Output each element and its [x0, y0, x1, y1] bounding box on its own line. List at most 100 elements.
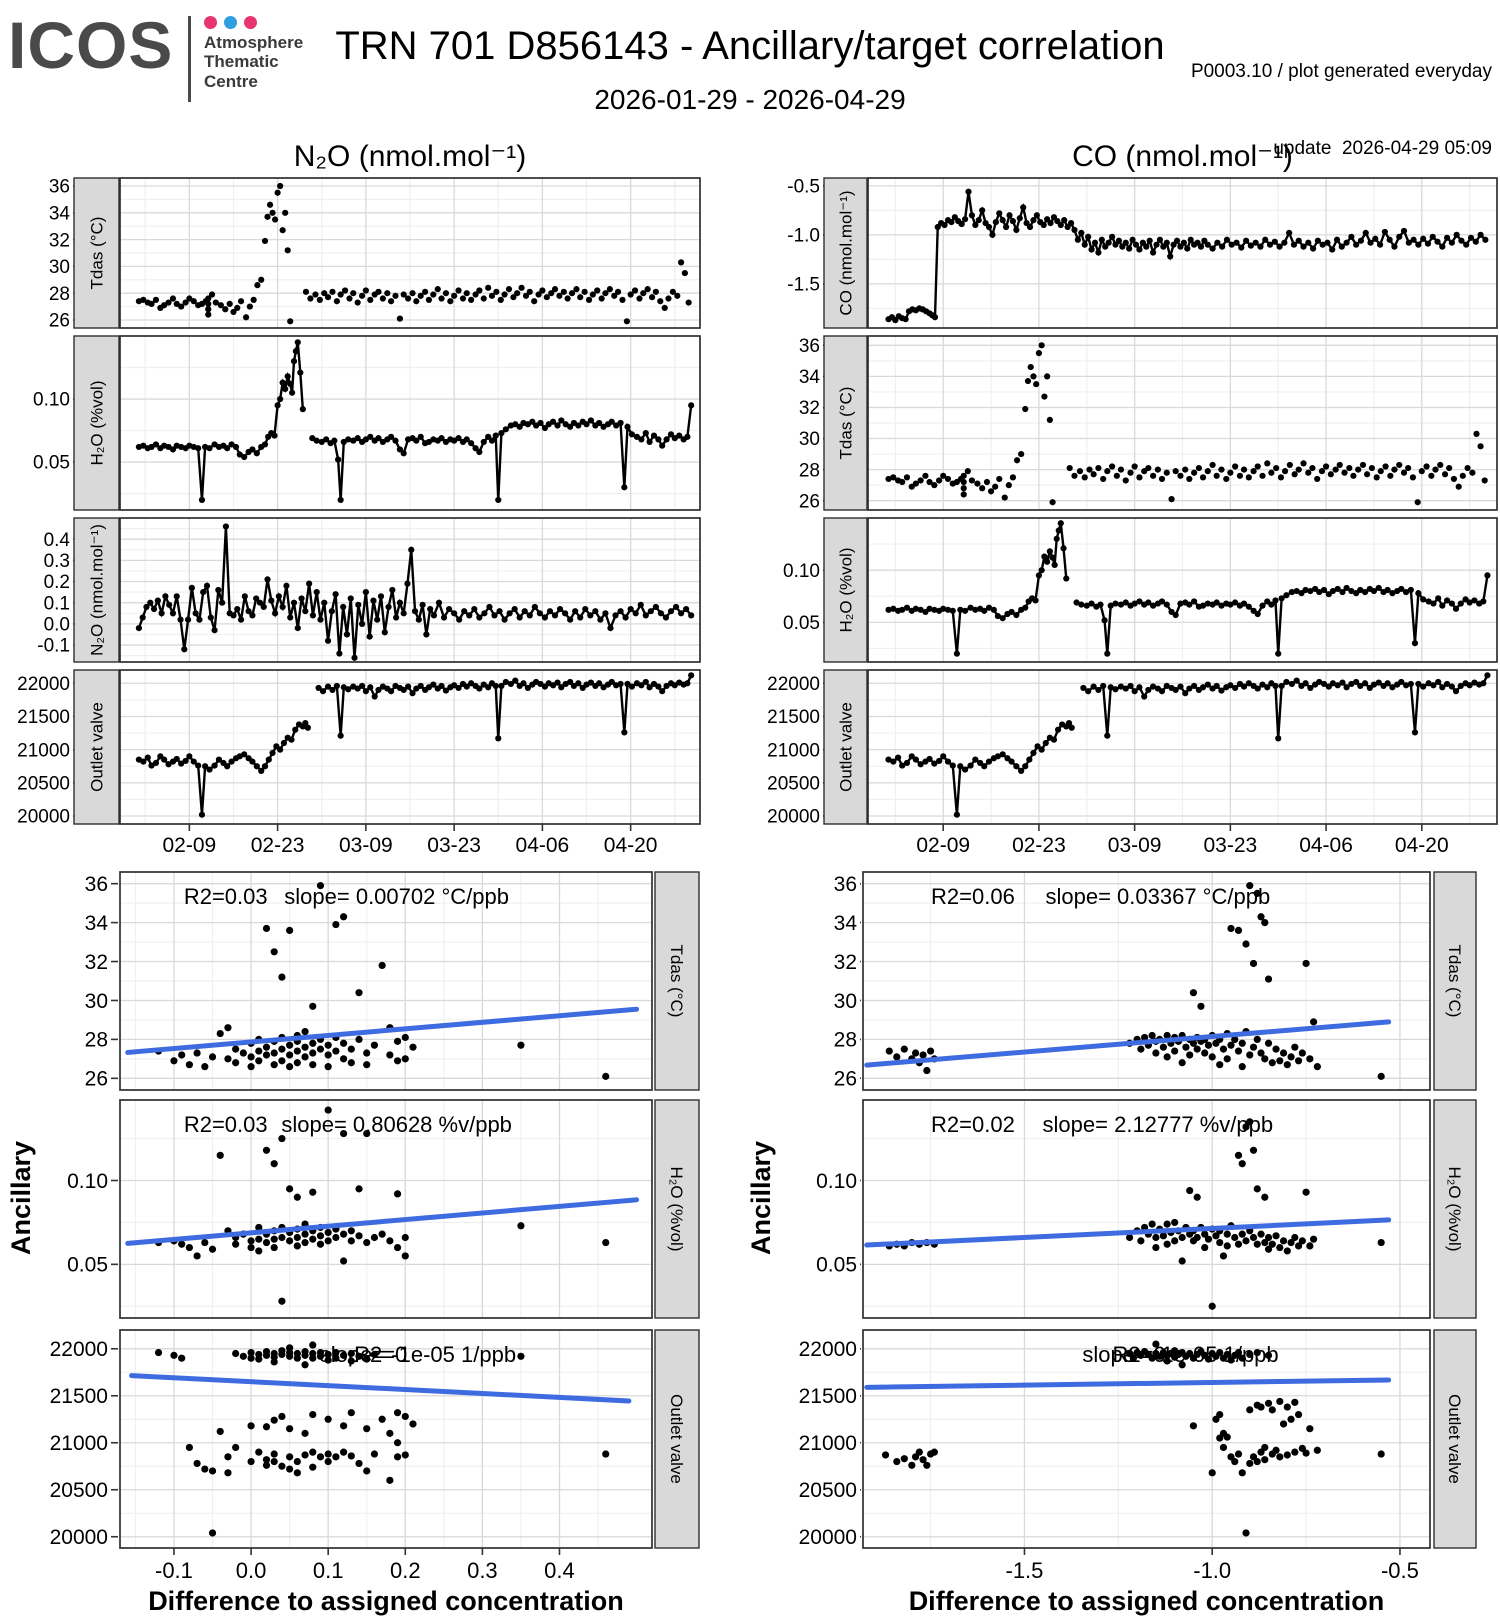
svg-text:21500: 21500: [767, 707, 820, 728]
ts-panel-tdas: 26 28 30 32 34 36 Tdas (°C): [49, 177, 701, 332]
svg-text:36: 36: [49, 177, 70, 198]
svg-text:0.0: 0.0: [44, 615, 70, 636]
svg-text:20000: 20000: [50, 1526, 108, 1549]
svg-text:04-06: 04-06: [516, 834, 570, 857]
svg-text:-0.1: -0.1: [155, 1558, 193, 1583]
logo-dot-icon: [244, 16, 257, 29]
meta-line-2: update 2026-04-29 05:09: [1273, 138, 1492, 160]
svg-text:Outlet valve: Outlet valve: [667, 1394, 686, 1484]
svg-text:Difference to assigned concent: Difference to assigned concentration: [909, 1586, 1385, 1616]
svg-text:0.1: 0.1: [313, 1558, 344, 1583]
svg-text:36: 36: [85, 873, 108, 896]
svg-text:02-09: 02-09: [162, 834, 216, 857]
svg-text:26: 26: [85, 1068, 108, 1091]
scatter-panel-1: R2=0.02 slope= 2.12777 %v/ppb 0.05 0.10 H₂O …: [816, 1099, 1477, 1319]
logo-subtext: Atmosphere Thematic Centre: [204, 33, 303, 91]
svg-text:21000: 21000: [17, 740, 70, 761]
scatter-left-chart: R2=0.03 slope= 0.00702 °C/ppb 26 28 30 32 34 36…: [0, 868, 712, 1620]
svg-text:32: 32: [834, 951, 857, 974]
svg-text:0.05: 0.05: [816, 1254, 857, 1277]
svg-text:21000: 21000: [767, 740, 820, 761]
ts-panel-tdas: 26 28 30 32 34 36 Tdas (°C): [799, 335, 1498, 512]
svg-text:R2=0.03: R2=0.03: [184, 884, 268, 909]
svg-text:N₂O (nmol.mol⁻¹): N₂O (nmol.mol⁻¹): [87, 524, 106, 656]
svg-text:0.10: 0.10: [783, 561, 820, 582]
svg-text:-1.5: -1.5: [787, 275, 820, 296]
svg-text:21500: 21500: [17, 707, 70, 728]
ts-panel-co: -1.5 -1.0 -0.5 CO (nmol.mol⁻¹): [787, 176, 1498, 329]
meta-line-1: P0003.10 / plot generated everyday: [1190, 61, 1492, 83]
svg-text:02-09: 02-09: [916, 834, 970, 857]
timeseries-column-svg: CO (nmol.mol⁻¹) -1.5 -1.0 -0.5 CO (nmol.mol⁻…: [767, 140, 1498, 857]
logo-subtext-line: Atmosphere: [204, 33, 304, 52]
svg-text:-1.0: -1.0: [787, 226, 820, 247]
svg-text:R2=0.02: R2=0.02: [931, 1112, 1015, 1137]
logo-dot-icon: [204, 16, 217, 29]
svg-text:32: 32: [49, 230, 70, 251]
scatter-panel-0: R2=0.06 slope= 0.03367 °C/ppb 26 28 30 32 34 36…: [834, 871, 1477, 1091]
ts-panel-h2o: 0.05 0.10 H₂O (%vol): [783, 517, 1498, 663]
svg-text:0.10: 0.10: [67, 1170, 108, 1193]
svg-text:22000: 22000: [767, 674, 820, 695]
svg-text:-1.5: -1.5: [1006, 1558, 1044, 1583]
ts-panel-n2o_diff: -0.10.00.10.20.30.4 N₂O (nmol.mol⁻¹): [37, 517, 701, 663]
logo-subtext-line: Thematic: [204, 52, 279, 72]
svg-text:04-20: 04-20: [1395, 834, 1449, 857]
svg-text:34: 34: [49, 203, 71, 224]
svg-text:28: 28: [834, 1029, 857, 1052]
svg-text:N₂O (nmol.mol⁻¹): N₂O (nmol.mol⁻¹): [294, 140, 527, 173]
svg-text:03-09: 03-09: [339, 834, 393, 857]
svg-text:Outlet valve: Outlet valve: [836, 702, 855, 792]
svg-text:0.2: 0.2: [390, 1558, 421, 1583]
scatter-right-chart: R2=0.06 slope= 0.03367 °C/ppb 26 28 30 32 34 36…: [742, 868, 1500, 1620]
svg-text:slope= 0.80628 %v/ppb: slope= 0.80628 %v/ppb: [281, 1112, 512, 1137]
svg-text:22000: 22000: [50, 1338, 108, 1361]
svg-text:R2=0.03: R2=0.03: [184, 1112, 268, 1137]
scatter-panel-1: R2=0.03 slope= 0.80628 %v/ppb 0.05 0.10 H₂O …: [67, 1099, 700, 1319]
svg-text:0.1: 0.1: [44, 593, 70, 614]
svg-text:21500: 21500: [50, 1385, 108, 1408]
svg-text:0.3: 0.3: [44, 551, 70, 572]
svg-text:26: 26: [49, 311, 70, 332]
svg-text:0.05: 0.05: [67, 1254, 108, 1277]
svg-text:slope= 0.00702 °C/ppb: slope= 0.00702 °C/ppb: [284, 884, 509, 909]
timeseries-left-chart: N₂O (nmol.mol⁻¹) 26 28 30 32 34 36 Tdas (°C) 0.0…: [8, 128, 706, 868]
svg-text:CO (nmol.mol⁻¹): CO (nmol.mol⁻¹): [836, 190, 855, 315]
svg-text:20500: 20500: [17, 773, 70, 794]
svg-text:36: 36: [799, 336, 820, 357]
svg-text:34: 34: [85, 912, 109, 935]
svg-text:22000: 22000: [799, 1338, 857, 1361]
svg-text:-0.5: -0.5: [1381, 1558, 1419, 1583]
svg-text:Tdas (°C): Tdas (°C): [667, 945, 686, 1018]
svg-text:20000: 20000: [17, 807, 70, 828]
svg-text:Tdas (°C): Tdas (°C): [87, 217, 106, 290]
svg-text:R2=0: R2=0: [354, 1342, 407, 1367]
svg-text:Outlet valve: Outlet valve: [1445, 1394, 1464, 1484]
svg-text:slope= 0.03367 °C/ppb: slope= 0.03367 °C/ppb: [1045, 884, 1270, 909]
svg-text:H₂O (%vol): H₂O (%vol): [667, 1167, 686, 1252]
svg-text:R2=0.06: R2=0.06: [931, 884, 1015, 909]
svg-text:0.10: 0.10: [33, 390, 70, 411]
svg-text:03-09: 03-09: [1108, 834, 1162, 857]
svg-text:Tdas (°C): Tdas (°C): [836, 387, 855, 460]
svg-text:0.3: 0.3: [467, 1558, 498, 1583]
timeseries-column-svg: N₂O (nmol.mol⁻¹) 26 28 30 32 34 36 Tdas (°C) 0.0…: [17, 140, 701, 857]
svg-text:Difference to assigned concent: Difference to assigned concentration: [148, 1586, 624, 1616]
scatter-column-svg: R2=0.03 slope= 0.00702 °C/ppb 26 28 30 32 34 36…: [6, 871, 700, 1616]
timeseries-right-chart: CO (nmol.mol⁻¹) -1.5 -1.0 -0.5 CO (nmol.mol⁻…: [756, 128, 1500, 868]
svg-text:34: 34: [834, 912, 858, 935]
svg-text:H₂O (%vol): H₂O (%vol): [836, 548, 855, 633]
svg-text:30: 30: [85, 990, 108, 1013]
svg-text:21000: 21000: [799, 1432, 857, 1455]
svg-text:04-06: 04-06: [1299, 834, 1353, 857]
svg-text:-0.1: -0.1: [37, 636, 70, 657]
svg-text:20000: 20000: [767, 807, 820, 828]
svg-text:30: 30: [834, 990, 857, 1013]
ts-panel-h2o: 0.05 0.10 H₂O (%vol): [33, 335, 701, 511]
svg-text:Tdas (°C): Tdas (°C): [1445, 945, 1464, 1018]
svg-text:28: 28: [799, 460, 820, 481]
svg-text:20500: 20500: [767, 773, 820, 794]
svg-text:0.0: 0.0: [236, 1558, 267, 1583]
